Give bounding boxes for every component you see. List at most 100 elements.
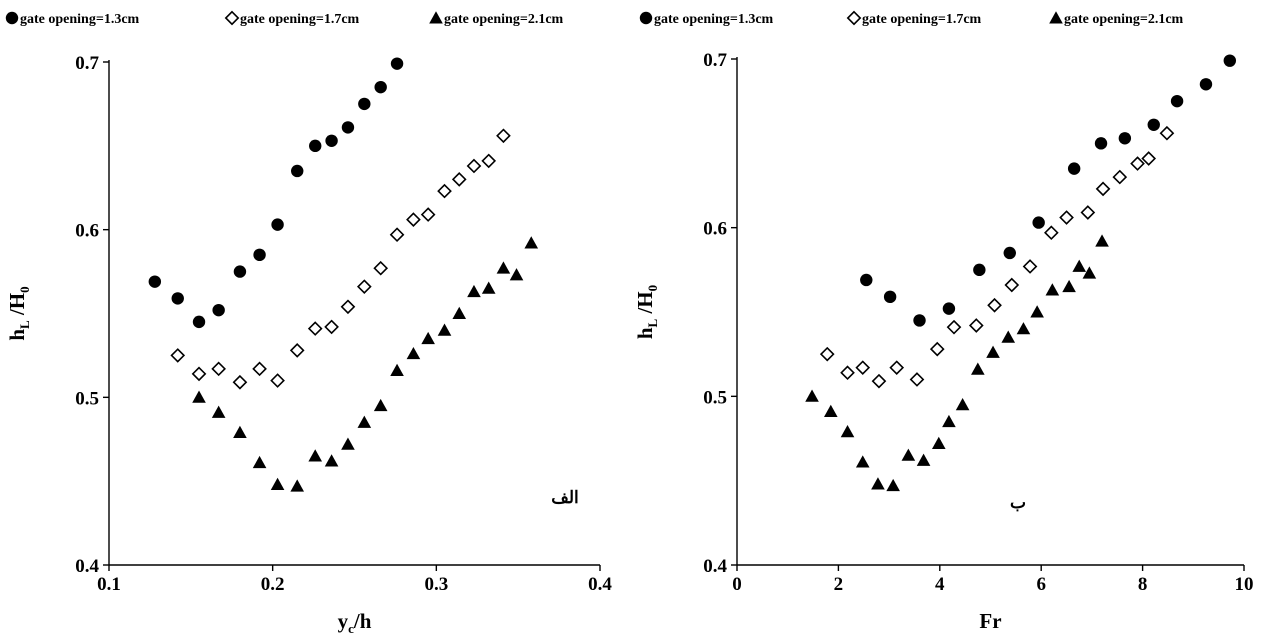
data-point-circle [390, 57, 404, 70]
data-point-diamond [819, 346, 835, 362]
legend-marker-triangle [429, 11, 443, 24]
legend-marker-diamond [224, 10, 240, 26]
legend-label: gate opening=1.7cm [240, 12, 360, 27]
y-axis-title-subscript-0: 0 [17, 286, 32, 293]
panel-label: ب [1010, 493, 1026, 512]
data-point-circle [192, 315, 206, 329]
y-axis-title: hL /H0 [633, 285, 660, 339]
x-tick-label: 4 [935, 574, 945, 595]
legend-marker-diamond [846, 10, 862, 26]
data-point-diamond [1112, 169, 1128, 185]
data-point-diamond [191, 366, 207, 382]
data-point-triangle [942, 414, 956, 428]
legend-label: gate opening=2.1cm [1064, 12, 1184, 27]
y-axis-title-mid: /H [5, 293, 29, 320]
y-tick-label: 0.7 [75, 53, 99, 74]
legend-label: gate opening=1.3cm [20, 12, 140, 27]
y-axis-title-main: h [633, 327, 657, 339]
data-point-circle [253, 248, 266, 262]
data-point-circle [374, 80, 387, 94]
legend-symbol [224, 10, 240, 26]
data-point-triangle [373, 398, 388, 412]
data-point-circle [358, 97, 371, 111]
data-point-diamond [170, 348, 186, 363]
data-point-circle [291, 164, 304, 178]
x-tick-label: 8 [1138, 574, 1148, 595]
data-point-diamond [871, 373, 887, 389]
series-circle [860, 54, 1237, 327]
x-axis-title-subscript: c [348, 621, 354, 635]
legend-symbol [5, 11, 19, 25]
data-point-diamond [451, 172, 467, 187]
y-tick-label: 0.4 [75, 556, 99, 577]
data-point-diamond [373, 260, 389, 276]
data-point-triangle [986, 345, 1000, 358]
y-axis-title-mid: /H [633, 291, 657, 318]
data-point-circle [212, 303, 225, 317]
y-axis-title-subscript-l: L [17, 320, 32, 329]
series-diamond [819, 125, 1175, 389]
x-tick-label: 10 [1235, 574, 1254, 595]
x-tick-label: 6 [1036, 574, 1046, 595]
data-point-diamond [252, 361, 267, 377]
data-point-triangle [805, 389, 819, 402]
data-point-triangle [211, 405, 226, 418]
data-point-diamond [987, 297, 1002, 313]
legend-symbol [1049, 11, 1063, 24]
data-point-diamond [356, 279, 372, 295]
data-point-triangle [496, 261, 511, 274]
data-point-diamond [855, 360, 871, 375]
legend-label: gate opening=2.1cm [444, 12, 564, 27]
data-point-circle [1147, 118, 1160, 131]
data-point-diamond [1044, 225, 1059, 241]
data-point-diamond [929, 341, 945, 357]
y-tick-label: 0.6 [703, 219, 727, 240]
series-diamond [170, 128, 511, 390]
data-point-circle [148, 275, 162, 288]
data-point-diamond [889, 360, 905, 375]
data-point-triangle [1001, 330, 1016, 343]
data-point-circle [1003, 246, 1016, 260]
legend-symbol [429, 11, 443, 24]
legend-marker-circle [639, 11, 653, 25]
y-tick-label: 0.4 [703, 556, 727, 577]
data-point-triangle [1016, 322, 1031, 335]
data-point-triangle [233, 425, 247, 438]
data-point-triangle [901, 448, 916, 461]
data-point-circle [860, 273, 873, 287]
legend-label: gate opening=1.3cm [654, 12, 774, 27]
y-tick-label: 0.7 [703, 50, 727, 71]
data-point-triangle [871, 477, 885, 490]
data-point-diamond [270, 373, 285, 388]
data-point-diamond [1141, 151, 1157, 166]
data-point-triangle [437, 323, 452, 336]
y-tick-label: 0.5 [703, 387, 727, 408]
data-point-circle [913, 314, 926, 327]
data-point-triangle [524, 236, 539, 249]
y-tick-label: 0.5 [75, 388, 99, 409]
data-point-circle [883, 290, 897, 304]
chart-panel-left: 0.4 0.5 0.6 0.7 0.1 0.2 0.3 0.4 yc/h hL /H0 الف gat… [5, 10, 612, 635]
data-point-triangle [406, 346, 421, 360]
data-point-triangle [357, 415, 372, 428]
data-point-diamond [1095, 181, 1111, 197]
legend-entry: gate opening=2.1cm [429, 11, 564, 27]
data-point-diamond [389, 227, 405, 243]
data-point-triangle [1030, 305, 1044, 318]
data-point-circle [1118, 132, 1132, 145]
x-tick-label: 0.2 [261, 574, 285, 595]
legend-label: gate opening=1.7cm [862, 12, 982, 27]
data-point-diamond [481, 153, 497, 169]
data-point-triangle [1062, 279, 1076, 293]
x-tick-label: 0.4 [588, 574, 612, 595]
data-point-triangle [886, 478, 900, 492]
data-point-triangle [823, 404, 838, 417]
series-triangle [192, 236, 539, 492]
data-point-diamond [496, 128, 511, 144]
data-point-triangle [840, 424, 855, 438]
data-point-diamond [1004, 277, 1020, 293]
data-point-circle [271, 218, 284, 231]
legend-entry: gate opening=1.3cm [5, 11, 140, 27]
